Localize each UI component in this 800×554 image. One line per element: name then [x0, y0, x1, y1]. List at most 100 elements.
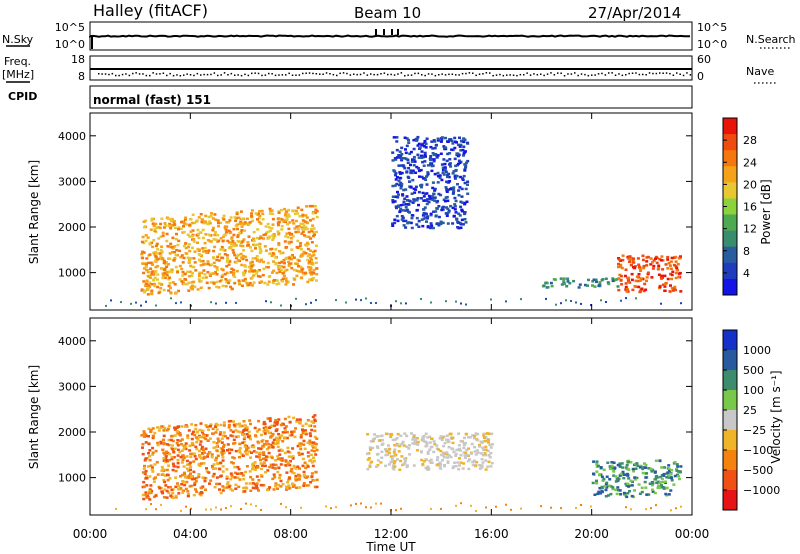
velocity-echo-cell: [269, 435, 273, 438]
velocity-echo-cell: [420, 458, 424, 462]
nave-dot: [183, 74, 185, 76]
velocity-echo-cell: [292, 430, 296, 433]
nave-dot: [492, 74, 494, 77]
velocity-echo-cell: [283, 417, 287, 421]
velocity-echo-cell: [287, 486, 291, 490]
velocity-echo-cell: [462, 462, 466, 465]
power-echo-cell: [225, 254, 229, 257]
power-echo-cell: [444, 212, 448, 215]
power-echo-cell: [674, 276, 678, 280]
power-echo-cell: [250, 260, 254, 264]
velocity-echo-cell: [616, 463, 620, 467]
power-echo-cell: [263, 281, 267, 285]
power-echo-cell: [441, 168, 445, 172]
power-echo-cell: [207, 249, 211, 252]
power-echo-cell: [619, 274, 623, 278]
power-echo-cell: [417, 225, 421, 228]
power-echo-cell: [247, 222, 251, 226]
power-echo-cell: [620, 283, 624, 286]
power-echo-cell: [241, 279, 245, 282]
velocity-echo-cell: [143, 464, 146, 468]
velocity-echo-cell: [310, 420, 314, 423]
velocity-echo-cell: [468, 436, 472, 439]
power-echo-cell: [310, 271, 314, 274]
velocity-echo-cell: [313, 425, 317, 428]
velocity-echo-cell: [141, 446, 144, 449]
power-echo-cell: [391, 159, 395, 162]
power-echo-cell: [190, 304, 192, 307]
velocity-echo-cell: [164, 456, 168, 460]
velocity-echo-cell: [156, 443, 160, 447]
velocity-echo-cell: [171, 496, 175, 500]
power-echo-cell: [630, 272, 634, 276]
velocity-echo-cell: [393, 448, 397, 451]
velocity-echo-cell: [259, 474, 263, 477]
power-echo-cell: [426, 217, 429, 220]
velocity-echo-cell: [193, 433, 197, 437]
power-echo-cell: [412, 155, 416, 159]
velocity-echo-cell: [156, 473, 160, 476]
velocity-echo-cell: [653, 491, 657, 495]
power-echo-cell: [159, 286, 163, 290]
power-echo-cell: [294, 209, 298, 213]
velocity-echo-cell: [164, 460, 168, 464]
power-echo-cell: [466, 159, 470, 163]
velocity-echo-cell: [226, 449, 229, 452]
power-echo-cell: [312, 272, 316, 275]
power-echo-cell: [268, 252, 272, 255]
power-echo-cell: [436, 199, 440, 203]
power-echo-cell: [145, 268, 148, 272]
power-echo-cell: [649, 263, 653, 266]
velocity-echo-cell: [225, 475, 229, 478]
power-echo-cell: [396, 204, 400, 207]
velocity-echo-cell: [248, 482, 252, 485]
power-echo-cell: [283, 214, 287, 217]
power-echo-cell: [301, 213, 305, 217]
velocity-echo-cell: [416, 440, 420, 444]
power-echo-cell: [228, 219, 232, 222]
power-echo-cell: [307, 230, 311, 234]
power-echo-cell: [395, 148, 399, 152]
power-echo-cell: [565, 285, 569, 288]
power-echo-cell: [464, 150, 467, 153]
velocity-echo-cell: [467, 454, 470, 457]
nave-dot: [540, 73, 542, 75]
velocity-echo-cell: [422, 434, 426, 438]
power-echo-cell: [143, 226, 147, 229]
velocity-echo-cell: [294, 427, 297, 430]
power-echo-cell: [436, 139, 440, 142]
power-echo-cell: [235, 212, 239, 216]
power-echo-cell: [439, 140, 443, 143]
power-echo-cell: [412, 199, 416, 203]
power-echo-cell: [275, 271, 279, 275]
power-echo-cell: [422, 208, 426, 211]
velocity-echo-cell: [446, 461, 450, 465]
power-echo-cell: [175, 232, 178, 236]
velocity-echo-cell: [302, 470, 306, 474]
power-echo-cell: [171, 281, 175, 284]
velocity-echo-cell: [373, 433, 376, 436]
power-echo-cell: [657, 273, 661, 276]
power-echo-cell: [459, 143, 463, 147]
power-echo-cell: [169, 242, 173, 246]
velocity-echo-cell: [440, 507, 442, 510]
nave-dot: [128, 74, 131, 77]
velocity-echo-cell: [607, 494, 610, 497]
velocity-echo-cell: [622, 491, 626, 495]
nave-dot: [315, 73, 318, 75]
velocity-echo-cell: [198, 464, 202, 467]
power-echo-cell: [268, 207, 272, 211]
power-echo-cell: [400, 157, 404, 160]
power-echo-cell: [453, 140, 457, 143]
nave-dot: [152, 72, 154, 74]
velocity-echo-cell: [287, 455, 291, 458]
velocity-echo-cell: [475, 449, 479, 452]
power-echo-cell: [459, 175, 463, 179]
power-echo-cell: [163, 272, 167, 275]
nave-dot: [227, 74, 229, 76]
power-echo-cell: [163, 222, 167, 225]
velocity-echo-cell: [401, 440, 405, 444]
power-echo-cell: [156, 285, 160, 289]
power-colorbar-swatch: [723, 262, 737, 280]
